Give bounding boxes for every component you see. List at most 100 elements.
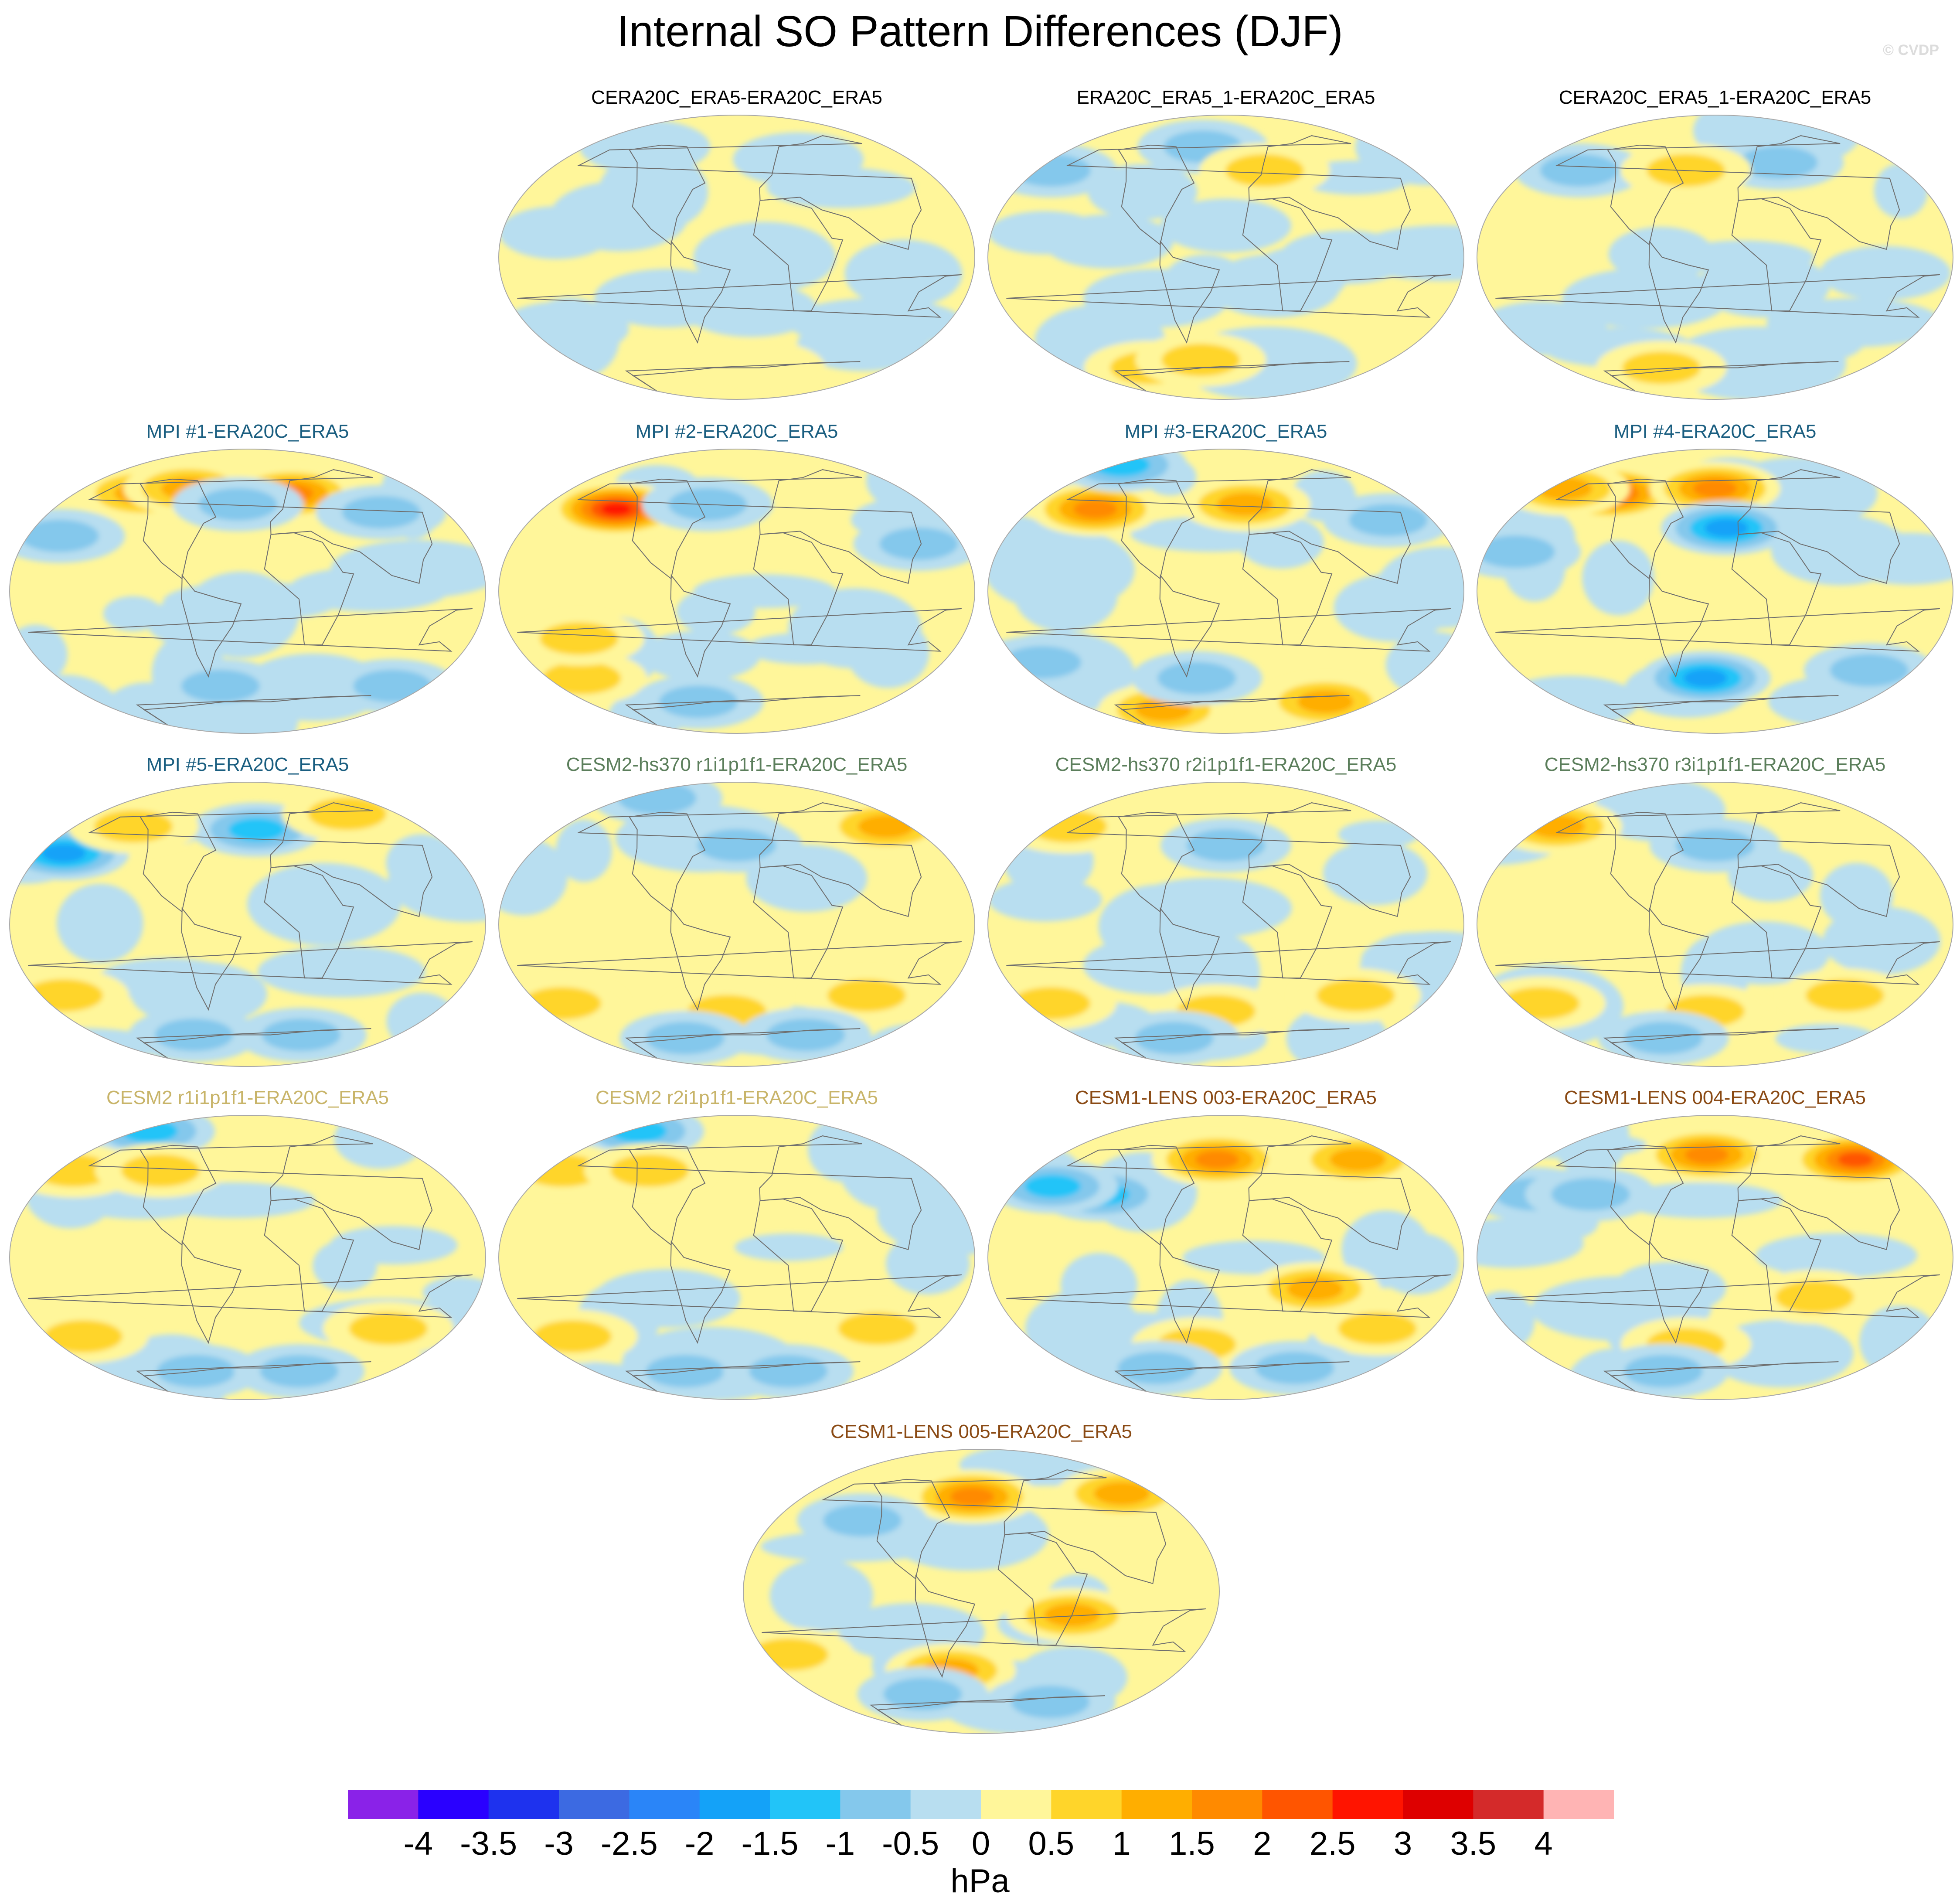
- coastline: [1607, 811, 1684, 913]
- anomaly-field: [769, 1559, 874, 1632]
- anomaly-field: [1582, 540, 1654, 616]
- coastline: [1555, 1135, 1900, 1250]
- anomaly-contour: [838, 1312, 917, 1345]
- anomaly-field: [1562, 268, 1729, 329]
- anomaly-field: [1323, 841, 1428, 906]
- coastline: [517, 274, 962, 318]
- anomaly-contour: [1739, 146, 1818, 179]
- anomaly-field: [1723, 272, 1804, 300]
- anomaly-field: [844, 239, 963, 308]
- panel-title: MPI #3-ERA20C_ERA5: [1124, 421, 1327, 442]
- coastline: [1607, 144, 1684, 245]
- anomaly-contour: [1349, 504, 1428, 537]
- coastline: [1607, 1145, 1684, 1246]
- colorbar-swatch: [488, 1790, 559, 1819]
- map-svg: [498, 449, 975, 734]
- colorbar-swatch: [418, 1790, 489, 1819]
- colorbar-swatch: [699, 1790, 770, 1819]
- map-panel: MPI #3-ERA20C_ERA5: [986, 419, 1466, 734]
- coastline: [1495, 608, 1940, 652]
- anomaly-contour: [523, 987, 602, 1020]
- map-border: [498, 782, 975, 1067]
- anomaly-contour: [1094, 1482, 1150, 1505]
- panel-title: CESM2-hs370 r2i1p1f1-ERA20C_ERA5: [1055, 754, 1397, 775]
- coastline: [1495, 274, 1940, 318]
- coastline: [625, 1028, 861, 1066]
- anomaly-field: [1482, 115, 1559, 159]
- anomaly-contour: [883, 1678, 962, 1710]
- panel-title: CESM1-LENS 003-ERA20C_ERA5: [1075, 1087, 1377, 1108]
- coastline: [517, 941, 962, 985]
- panel-title: CESM2 r1i1p1f1-ERA20C_ERA5: [106, 1087, 389, 1108]
- map-border: [987, 115, 1464, 400]
- coastline: [1118, 144, 1195, 245]
- anomaly-field: [1874, 163, 1928, 218]
- anomaly-field: [1499, 675, 1640, 728]
- anomaly-field: [131, 980, 267, 1008]
- map-panel: CESM2-hs370 r1i1p1f1-ERA20C_ERA5: [497, 753, 977, 1067]
- coastline: [140, 1145, 217, 1246]
- coastline: [1159, 907, 1220, 1011]
- panel-title: CESM2 r2i1p1f1-ERA20C_ERA5: [595, 1087, 878, 1108]
- coastline: [1118, 478, 1195, 579]
- map-svg: [498, 115, 975, 400]
- map-border: [9, 1115, 486, 1400]
- coastline: [670, 240, 731, 344]
- coastline: [140, 811, 217, 913]
- coastline: [1242, 532, 1333, 646]
- anomaly-contour: [1195, 1150, 1239, 1169]
- coastline: [577, 135, 922, 250]
- anomaly-contour: [1805, 979, 1884, 1012]
- map-svg: [987, 115, 1464, 400]
- map-border: [9, 782, 486, 1067]
- coastline: [1603, 1361, 1839, 1400]
- map-panel: CESM2 r2i1p1f1-ERA20C_ERA5: [497, 1086, 977, 1400]
- anomaly-contour: [1187, 829, 1265, 862]
- coastline: [1159, 574, 1220, 678]
- coastline: [821, 1469, 1167, 1584]
- coastline: [136, 695, 371, 733]
- anomaly-contour: [698, 829, 776, 862]
- coastline: [577, 802, 922, 917]
- coastline: [625, 361, 861, 399]
- colorbar-tick-label: -3.5: [460, 1825, 517, 1862]
- coastline: [1731, 532, 1822, 646]
- map-panel: MPI #5-ERA20C_ERA5: [8, 753, 487, 1067]
- anomaly-contour: [749, 1355, 828, 1387]
- anomaly-field: [885, 1233, 970, 1295]
- map-svg: [987, 782, 1464, 1067]
- anomaly-contour: [950, 1488, 994, 1506]
- map-panel: CESM2-hs370 r3i1p1f1-ERA20C_ERA5: [1475, 753, 1955, 1067]
- map-svg: [743, 1449, 1220, 1734]
- colorbar-swatch: [1543, 1790, 1614, 1819]
- coastline: [869, 1695, 1105, 1734]
- anomaly-field: [35, 698, 95, 733]
- anomaly-field: [386, 834, 457, 892]
- coastline: [753, 865, 844, 979]
- colorbar-tick-label: 3.5: [1450, 1825, 1497, 1862]
- colorbar-swatch: [348, 1790, 419, 1819]
- coastline: [1648, 240, 1709, 344]
- map-svg: [498, 782, 975, 1067]
- coastline: [1242, 1198, 1333, 1312]
- anomaly-contour: [1225, 154, 1304, 187]
- anomaly-contour: [1297, 690, 1354, 714]
- anomaly-field: [1820, 862, 1893, 928]
- anomaly-contour: [42, 844, 86, 862]
- colorbar-units: hPa: [950, 1863, 1010, 1900]
- coastline: [1648, 574, 1709, 678]
- coastline: [625, 695, 861, 733]
- coastline: [517, 608, 962, 652]
- coastline: [1159, 1240, 1220, 1344]
- colorbar-tick-label: -2: [684, 1825, 715, 1862]
- anomaly-contour: [349, 1312, 428, 1345]
- anomaly-contour: [1042, 214, 1174, 269]
- coastline: [753, 1198, 844, 1312]
- anomaly-contour: [121, 1154, 200, 1187]
- coastline: [629, 811, 706, 913]
- anomaly-contour: [1477, 535, 1555, 568]
- anomaly-contour: [1477, 301, 1607, 355]
- colorbar-swatch: [770, 1790, 840, 1819]
- map-svg: [9, 449, 486, 734]
- map-panel: MPI #4-ERA20C_ERA5: [1475, 419, 1955, 734]
